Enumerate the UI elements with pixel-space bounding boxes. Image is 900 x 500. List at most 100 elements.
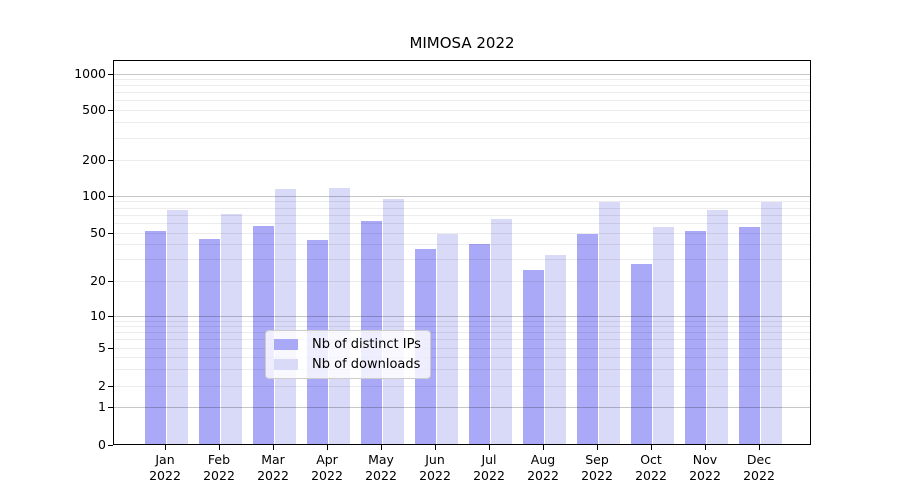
x-tick-label-nov-2022: Nov 2022 <box>689 452 721 483</box>
x-tick-mark-mar-2022 <box>272 445 274 450</box>
y-tick-mark-5 <box>108 347 113 349</box>
y-tick-label-500: 500 <box>82 102 106 117</box>
y-tick-mark-1000 <box>108 73 113 75</box>
x-tick-mark-aug-2022 <box>542 445 544 450</box>
y-tick-label-20: 20 <box>90 273 106 288</box>
bar-nb-of-downloads-jul-2022 <box>490 218 512 444</box>
plot-area <box>113 60 811 445</box>
x-tick-mark-jun-2022 <box>434 445 436 450</box>
x-tick-label-jul-2022: Jul 2022 <box>473 452 505 483</box>
bar-nb-of-distinct-ips-jul-2022 <box>468 243 490 444</box>
gridline-major-y-10 <box>114 315 810 317</box>
bar-nb-of-downloads-feb-2022 <box>220 214 242 444</box>
gridline-minor-y-50 <box>114 232 810 234</box>
gridline-major-y-1 <box>114 406 810 408</box>
bar-nb-of-distinct-ips-nov-2022 <box>684 230 706 444</box>
legend-label-downloads: Nb of downloads <box>312 357 421 372</box>
y-tick-label-100: 100 <box>82 188 106 203</box>
gridline-minor-y-900 <box>114 79 810 81</box>
gridline-minor-y-700 <box>114 92 810 94</box>
y-tick-label-5: 5 <box>98 340 106 355</box>
bar-nb-of-downloads-oct-2022 <box>652 226 674 444</box>
x-tick-label-mar-2022: Mar 2022 <box>257 452 289 483</box>
x-tick-mark-may-2022 <box>380 445 382 450</box>
bar-nb-of-distinct-ips-feb-2022 <box>198 238 220 444</box>
y-tick-mark-500 <box>108 109 113 111</box>
x-tick-mark-nov-2022 <box>704 445 706 450</box>
y-tick-label-1000: 1000 <box>74 66 106 81</box>
gridline-major-y-100 <box>114 195 810 197</box>
x-tick-mark-feb-2022 <box>218 445 220 450</box>
y-tick-mark-50 <box>108 232 113 234</box>
gridline-minor-y-90 <box>114 201 810 203</box>
gridline-minor-y-800 <box>114 85 810 87</box>
bar-nb-of-downloads-nov-2022 <box>706 209 728 444</box>
bar-nb-of-downloads-mar-2022 <box>274 188 296 444</box>
x-tick-mark-oct-2022 <box>650 445 652 450</box>
legend-item-downloads: Nb of downloads <box>274 357 421 372</box>
x-tick-mark-dec-2022 <box>758 445 760 450</box>
y-tick-label-10: 10 <box>90 308 106 323</box>
bar-nb-of-downloads-apr-2022 <box>328 187 350 444</box>
y-tick-label-1: 1 <box>98 399 106 414</box>
y-tick-label-2: 2 <box>98 378 106 393</box>
gridline-minor-y-30 <box>114 259 810 261</box>
gridline-minor-y-600 <box>114 100 810 102</box>
bar-nb-of-distinct-ips-aug-2022 <box>522 270 544 444</box>
y-tick-mark-10 <box>108 315 113 317</box>
x-tick-label-jun-2022: Jun 2022 <box>419 452 451 483</box>
y-tick-mark-200 <box>108 159 113 161</box>
x-tick-mark-jan-2022 <box>164 445 166 450</box>
x-tick-label-oct-2022: Oct 2022 <box>635 452 667 483</box>
bar-nb-of-distinct-ips-jan-2022 <box>144 230 166 444</box>
x-tick-label-dec-2022: Dec 2022 <box>743 452 775 483</box>
gridline-minor-y-70 <box>114 214 810 216</box>
legend-item-distinct-ips: Nb of distinct IPs <box>274 337 421 352</box>
x-tick-label-aug-2022: Aug 2022 <box>527 452 559 483</box>
bar-nb-of-distinct-ips-dec-2022 <box>738 226 760 444</box>
gridline-minor-y-400 <box>114 121 810 123</box>
gridline-minor-y-80 <box>114 207 810 209</box>
legend-swatch-downloads <box>274 359 298 370</box>
gridline-minor-y-3 <box>114 368 810 370</box>
legend: Nb of distinct IPs Nb of downloads <box>265 330 431 379</box>
gridline-minor-y-60 <box>114 222 810 224</box>
gridline-minor-y-6 <box>114 339 810 341</box>
gridline-minor-y-7 <box>114 332 810 334</box>
legend-swatch-distinct-ips <box>274 339 298 350</box>
y-tick-mark-100 <box>108 195 113 197</box>
gridline-minor-y-4 <box>114 356 810 358</box>
gridline-minor-y-8 <box>114 326 810 327</box>
x-tick-mark-sep-2022 <box>596 445 598 450</box>
y-tick-label-200: 200 <box>82 152 106 167</box>
bar-nb-of-downloads-dec-2022 <box>760 202 782 444</box>
gridline-major-y-1000 <box>114 73 810 75</box>
gridline-minor-y-500 <box>114 109 810 111</box>
legend-label-distinct-ips: Nb of distinct IPs <box>312 337 421 352</box>
gridline-minor-y-20 <box>114 280 810 282</box>
x-tick-mark-jul-2022 <box>488 445 490 450</box>
y-tick-mark-0 <box>108 444 113 446</box>
x-tick-label-may-2022: May 2022 <box>365 452 397 483</box>
gridline-minor-y-40 <box>114 244 810 246</box>
y-tick-mark-1 <box>108 406 113 408</box>
bar-nb-of-downloads-may-2022 <box>382 199 404 444</box>
y-tick-mark-2 <box>108 385 113 387</box>
chart-title: MIMOSA 2022 <box>409 34 515 52</box>
gridline-minor-y-2 <box>114 385 810 387</box>
bar-nb-of-distinct-ips-sep-2022 <box>576 234 598 444</box>
bar-nb-of-downloads-jan-2022 <box>166 209 188 444</box>
bar-nb-of-downloads-sep-2022 <box>598 201 620 444</box>
bar-nb-of-downloads-jun-2022 <box>436 234 458 444</box>
gridline-minor-y-5 <box>114 347 810 349</box>
y-tick-label-0: 0 <box>98 437 106 452</box>
gridline-minor-y-200 <box>114 159 810 161</box>
y-tick-label-50: 50 <box>90 225 106 240</box>
x-tick-mark-apr-2022 <box>326 445 328 450</box>
bar-nb-of-downloads-aug-2022 <box>544 255 566 444</box>
bar-nb-of-distinct-ips-oct-2022 <box>630 264 652 444</box>
x-tick-label-sep-2022: Sep 2022 <box>581 452 613 483</box>
x-tick-label-jan-2022: Jan 2022 <box>149 452 181 483</box>
bar-nb-of-distinct-ips-mar-2022 <box>252 225 274 444</box>
